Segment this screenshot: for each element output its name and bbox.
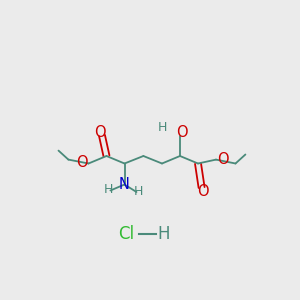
Text: H: H [103, 183, 113, 196]
Text: O: O [94, 125, 105, 140]
Text: O: O [197, 184, 209, 199]
Text: O: O [76, 155, 88, 170]
Text: O: O [176, 125, 187, 140]
Text: N: N [119, 177, 130, 192]
Text: Cl: Cl [118, 225, 134, 243]
Text: H: H [134, 184, 144, 198]
Text: H: H [157, 225, 170, 243]
Text: H: H [157, 121, 167, 134]
Text: O: O [217, 152, 228, 166]
